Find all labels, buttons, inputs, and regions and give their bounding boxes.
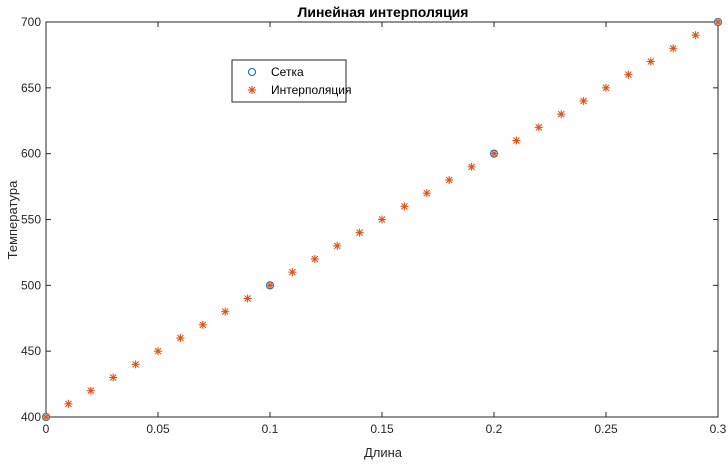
interpolated-point xyxy=(243,294,252,303)
interpolated-point xyxy=(714,18,722,26)
data-points xyxy=(41,17,723,422)
y-tick-label: 600 xyxy=(21,147,41,161)
x-tick-label: 0.1 xyxy=(262,422,279,436)
interpolated-point xyxy=(355,228,364,237)
interpolated-point xyxy=(109,373,118,382)
interpolated-point xyxy=(176,334,185,342)
y-tick-label: 650 xyxy=(21,81,41,95)
interpolated-point xyxy=(310,255,319,263)
y-tick-label: 450 xyxy=(21,344,41,358)
legend: Сетка Интерполяция xyxy=(231,59,351,103)
x-tick-label: 0 xyxy=(43,422,50,436)
legend-label-grid: Сетка xyxy=(271,65,304,79)
interpolated-point xyxy=(400,202,409,211)
x-axis-label: Длина xyxy=(364,445,403,460)
y-axis-label: Температура xyxy=(5,180,20,260)
legend-marker-interpolation xyxy=(248,86,256,94)
y-tick-label: 550 xyxy=(21,213,41,227)
legend-label-interpolation: Интерполяция xyxy=(271,83,351,97)
interpolated-point xyxy=(624,70,633,79)
interpolated-point xyxy=(579,97,588,105)
interpolated-point xyxy=(467,162,476,171)
interpolated-point xyxy=(64,399,73,408)
interpolated-point xyxy=(288,268,297,277)
x-tick-label: 0.3 xyxy=(710,422,727,436)
interpolated-point xyxy=(154,347,162,356)
y-tick-label: 400 xyxy=(21,410,41,424)
interpolated-point xyxy=(691,31,700,40)
interpolated-point xyxy=(669,44,678,53)
x-tick-label: 0.15 xyxy=(370,422,394,436)
x-tick-label: 0.2 xyxy=(486,422,503,436)
interpolated-point xyxy=(445,176,454,184)
interpolated-point xyxy=(490,149,498,158)
interpolated-point xyxy=(646,57,655,66)
interpolated-point xyxy=(131,360,140,369)
interpolated-point xyxy=(333,241,342,250)
interpolated-point xyxy=(86,386,95,395)
chart-title: Линейная интерполяция xyxy=(298,4,469,20)
interpolated-point xyxy=(602,83,610,92)
interpolated-point xyxy=(266,281,274,290)
x-tick-label: 0.05 xyxy=(146,422,170,436)
interpolated-point xyxy=(378,215,386,224)
interpolated-point xyxy=(512,136,521,145)
x-tick-label: 0.25 xyxy=(594,422,618,436)
interpolated-point xyxy=(42,413,50,421)
interpolated-point xyxy=(422,189,431,198)
interpolated-point xyxy=(557,110,566,119)
interpolated-point xyxy=(198,320,207,329)
y-tick-label: 700 xyxy=(21,15,41,29)
legend-marker-grid xyxy=(247,67,257,77)
interpolated-point xyxy=(221,307,230,316)
legend-box xyxy=(231,59,347,103)
axis-ticks: 0 0.05 0.1 0.15 0.2 0.25 0.3 400 450 500 550 600 650… xyxy=(21,15,727,436)
y-tick-label: 500 xyxy=(21,278,41,292)
interpolated-point xyxy=(534,123,543,132)
